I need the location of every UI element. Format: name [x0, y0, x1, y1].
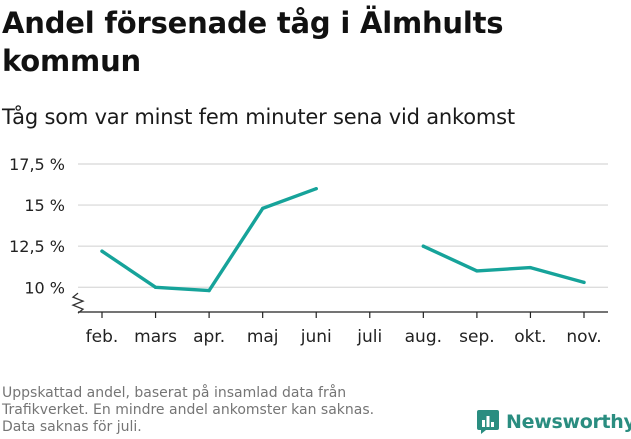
data-point	[207, 289, 211, 293]
y-tick-label: 15 %	[24, 196, 65, 215]
chart-subtitle: Tåg som var minst fem minuter sena vid a…	[2, 105, 515, 129]
brand-name: Newsworthy	[506, 411, 631, 433]
footnote-line: Trafikverket. En mindre andel ankomster …	[2, 402, 375, 418]
newsworthy-logo[interactable]: Newsworthy	[476, 409, 631, 435]
series-line	[100, 187, 318, 293]
x-tick-label: okt.	[514, 327, 546, 347]
chart-title: Andel försenade tåg i Älmhults kommun	[2, 6, 504, 78]
series-line	[421, 244, 586, 285]
x-tick-label: juni	[300, 327, 332, 347]
x-tick-label: aug.	[405, 327, 442, 347]
x-tick-label: nov.	[566, 327, 601, 347]
footnote-line: Uppskattad andel, baserat på insamlad da…	[2, 385, 347, 401]
x-tick-label: sep.	[459, 327, 495, 347]
data-point	[421, 244, 425, 248]
line-chart: 10 % 12,5 % 15 % 17,5 % feb. mars apr. maj juni j…	[9, 155, 608, 347]
footnote-line: Data saknas för juli.	[2, 419, 142, 435]
axis-break-mark	[71, 292, 85, 314]
bar-chart-logo-icon	[477, 410, 499, 434]
x-tick-label: mars	[134, 327, 177, 347]
y-tick-label: 12,5 %	[9, 237, 65, 256]
data-point	[261, 206, 265, 210]
data-point	[528, 266, 533, 270]
data-point	[314, 187, 318, 191]
x-tick-label: feb.	[86, 327, 119, 347]
data-point	[100, 249, 104, 253]
x-tick-label: apr.	[193, 327, 225, 347]
y-tick-label: 17,5 %	[9, 155, 65, 174]
y-tick-label: 10 %	[24, 278, 65, 297]
data-point	[582, 280, 586, 284]
data-point	[475, 269, 479, 273]
footnote: Uppskattad andel, baserat på insamlad da…	[2, 385, 442, 436]
x-tick-label: maj	[247, 327, 279, 347]
x-tick-label: juli	[356, 327, 382, 347]
data-point	[153, 285, 158, 289]
